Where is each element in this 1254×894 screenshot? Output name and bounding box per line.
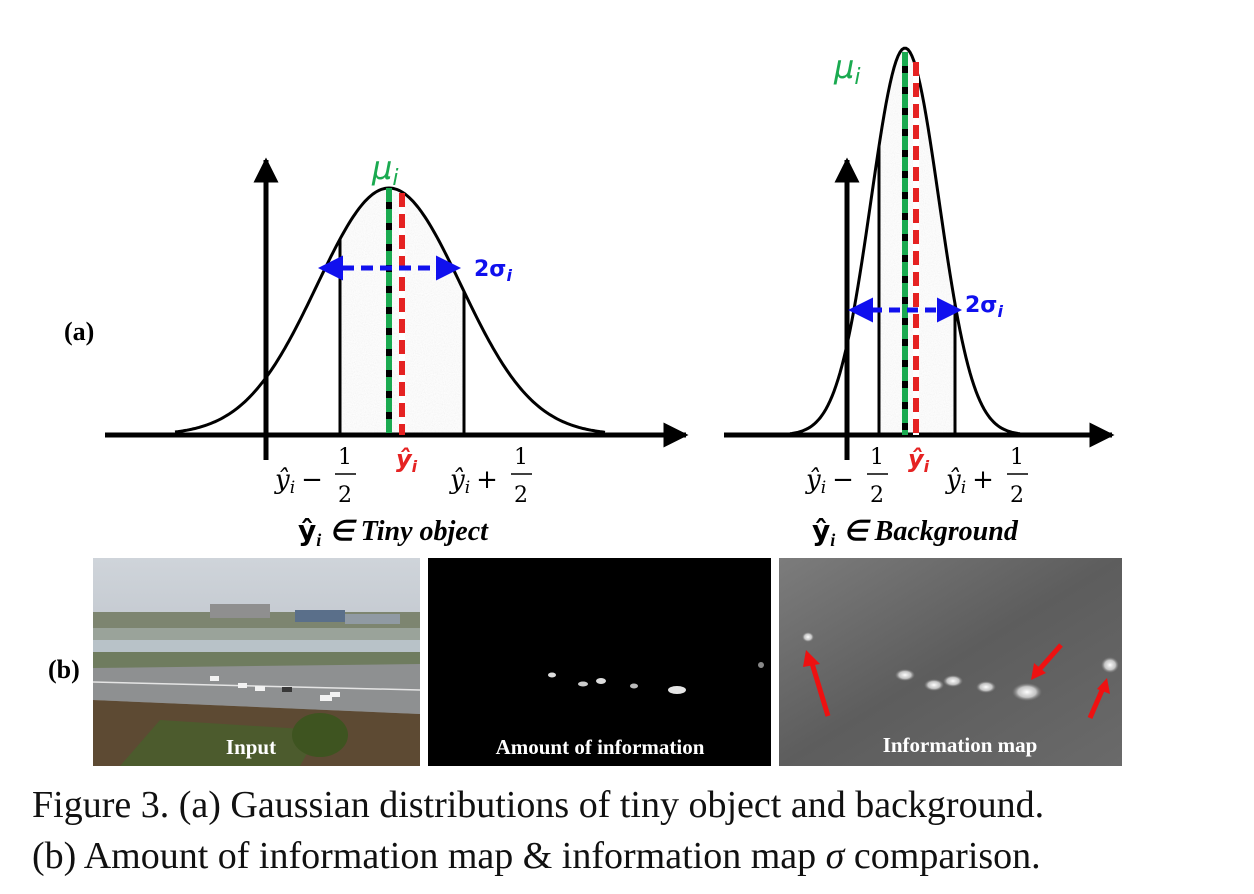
- info-blob: [668, 686, 686, 694]
- figure-caption-line-1: Figure 3. (a) Gaussian distributions of …: [32, 784, 1045, 826]
- info-blob: [596, 678, 606, 684]
- input-car: [320, 695, 332, 701]
- tiny-object-mu-label: μi: [371, 149, 398, 191]
- red-arrow-head-icon: [803, 650, 820, 667]
- panel-b-label: (b): [48, 655, 80, 684]
- tiny-object-yhat-label: ŷi: [396, 445, 418, 476]
- tiny-object-left-frac-num: 1: [338, 445, 352, 470]
- red-arrow-icon: [1036, 643, 1063, 673]
- input-image-caption: Input: [226, 735, 276, 759]
- map-blob: [943, 675, 963, 687]
- amount-of-information-image: Amount of information: [428, 558, 771, 766]
- information-map-image: Information map: [779, 558, 1122, 766]
- background-subtitle: ŷi ∈ Background: [812, 514, 1019, 550]
- red-arrow-head-icon: [1097, 678, 1110, 694]
- red-arrow-icon: [1087, 687, 1106, 719]
- input-car: [210, 676, 219, 681]
- info-blob: [548, 672, 556, 678]
- map-blob: [976, 681, 996, 693]
- tiny-object-plot: μi 2σi ŷi − 1 2 ŷi ŷi + 1 2 ŷi ∈ Tiny objec…: [105, 149, 689, 550]
- tiny-object-left-frac-den: 2: [338, 483, 352, 508]
- background-left-frac-num: 1: [870, 445, 884, 470]
- map-blob: [924, 679, 944, 691]
- red-arrow-head-icon: [1031, 663, 1046, 680]
- background-plot: μi 2σi ŷi − 1 2 ŷi ŷi + 1 2 ŷi ∈ Background: [724, 46, 1115, 550]
- input-image: Input: [92, 558, 421, 766]
- background-gaussian-curve: [789, 46, 1021, 436]
- information-map-caption: Information map: [883, 733, 1038, 757]
- svg-text:ŷi+: ŷi +: [945, 465, 994, 498]
- tiny-object-right-frac-num: 1: [514, 445, 528, 470]
- tiny-object-sigma-label: 2σi: [474, 257, 512, 285]
- caption-sigma: σ: [825, 835, 845, 877]
- background-right-frac-num: 1: [1010, 445, 1024, 470]
- info-blob: [630, 683, 638, 689]
- amount-of-information-caption: Amount of information: [496, 735, 705, 759]
- background-sigma-label: 2σi: [965, 293, 1003, 321]
- background-left-tick-label: ŷi − 1 2: [805, 445, 888, 508]
- background-yhat-label: ŷi: [908, 445, 930, 476]
- red-arrow-icon: [808, 659, 831, 717]
- tiny-object-right-tick-label: ŷi + 1 2: [449, 445, 532, 508]
- input-car: [330, 692, 340, 697]
- map-blob: [895, 669, 915, 681]
- tiny-object-right-frac-den: 2: [514, 483, 528, 508]
- figure-caption-line-2: (b) Amount of information map & informat…: [32, 834, 1041, 878]
- tiny-object-left-tick-label: ŷi − 1 2: [274, 445, 356, 508]
- input-car: [238, 683, 247, 688]
- tiny-object-subtitle: ŷi ∈ Tiny object: [298, 514, 489, 550]
- caption-text-before: (b) Amount of information map & informat…: [32, 835, 826, 877]
- svg-text:ŷi−: ŷi −: [274, 465, 323, 498]
- info-blob: [578, 681, 588, 687]
- map-blob: [802, 632, 814, 642]
- background-left-frac-den: 2: [870, 483, 884, 508]
- map-blob: [1012, 683, 1042, 701]
- info-blob: [758, 662, 764, 668]
- caption-text-after: comparison.: [844, 835, 1041, 877]
- svg-text:ŷi−: ŷi −: [805, 465, 854, 498]
- background-right-frac-den: 2: [1010, 483, 1024, 508]
- svg-text:ŷi+: ŷi +: [449, 465, 498, 498]
- input-car: [255, 686, 265, 691]
- input-car: [282, 687, 292, 692]
- background-right-tick-label: ŷi + 1 2: [945, 445, 1028, 508]
- map-blob: [1101, 657, 1119, 673]
- panel-a-label: (a): [64, 317, 94, 346]
- background-mu-label: μi: [833, 48, 860, 90]
